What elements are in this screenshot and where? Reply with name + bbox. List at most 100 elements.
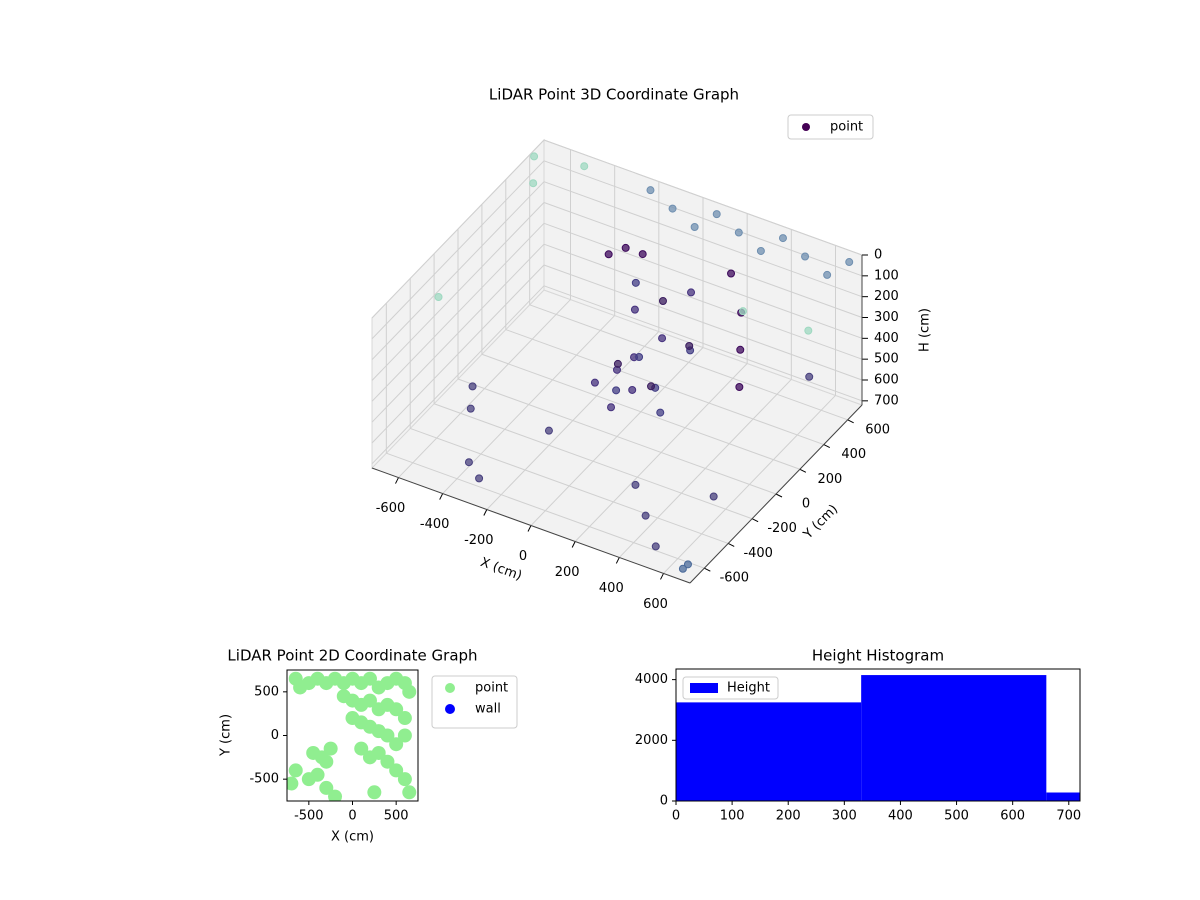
point (668, 204, 677, 213)
x-tick-label: 500 (944, 809, 969, 824)
x-tick-label: 0 (672, 809, 680, 824)
x-tick-label: -200 (464, 533, 494, 548)
point (468, 382, 477, 391)
tick-mark (660, 573, 664, 580)
y-tick-label: 200 (817, 472, 842, 487)
grid-line (371, 139, 545, 319)
legend-label: Height (727, 681, 770, 696)
tick-mark (395, 477, 399, 484)
grid-line (371, 160, 545, 340)
x-tick-label: 0 (519, 549, 527, 564)
point (288, 763, 303, 778)
grid-line (371, 243, 545, 423)
grid-line (371, 181, 545, 361)
x-tick-label: 600 (1000, 809, 1025, 824)
tick-mark (727, 542, 735, 547)
legend-marker (445, 704, 455, 714)
y-tick-label: 4000 (635, 672, 668, 687)
point (651, 542, 660, 551)
point (354, 741, 369, 756)
point (690, 222, 699, 231)
point (631, 278, 640, 287)
x-tick-label: 600 (643, 597, 668, 612)
point (638, 250, 647, 259)
grid-line (543, 139, 863, 256)
point (805, 372, 814, 381)
grid-line (371, 202, 545, 381)
x-axis-line (371, 467, 691, 584)
x-tick-label: -600 (376, 501, 406, 516)
point (687, 288, 696, 297)
point (323, 741, 338, 756)
point (362, 671, 377, 686)
point (380, 728, 395, 743)
tick-mark (751, 518, 759, 523)
point (801, 252, 810, 261)
point (371, 745, 386, 760)
point (658, 297, 667, 306)
point (736, 345, 745, 354)
y-tick-label: -400 (743, 546, 773, 561)
tick-mark (527, 525, 532, 532)
chart-title: Height Histogram (812, 647, 944, 665)
bar (861, 675, 1047, 801)
grid-line (505, 329, 824, 446)
x-tick-label: 400 (599, 581, 624, 596)
point (367, 785, 382, 800)
point (389, 737, 404, 752)
z-tick-label: 600 (874, 373, 899, 388)
point (612, 386, 621, 395)
point (466, 404, 475, 413)
grid-line (386, 452, 705, 569)
grid-line (481, 353, 801, 470)
grid-line (543, 222, 863, 339)
point (823, 270, 832, 279)
point (529, 179, 538, 188)
point (544, 426, 553, 435)
point (397, 711, 412, 726)
point (402, 785, 417, 800)
y-tick-label: -200 (767, 521, 797, 536)
grid-line (410, 427, 729, 544)
x-axis-label: X (cm) (331, 830, 374, 845)
legend-label: point (830, 120, 863, 135)
legend-box (682, 676, 779, 700)
point (647, 382, 656, 391)
x-tick-label: 0 (348, 809, 356, 824)
point (804, 326, 813, 335)
bar (1046, 792, 1080, 801)
bar (676, 702, 862, 801)
grid-line (543, 181, 863, 298)
point (402, 684, 417, 699)
point (734, 228, 743, 237)
y-tick-label: 0 (271, 728, 279, 743)
tick-mark (847, 419, 854, 424)
chart-title: LiDAR Point 3D Coordinate Graph (489, 86, 739, 104)
point (712, 210, 721, 219)
grid-line (371, 222, 545, 402)
tick-mark (799, 468, 807, 473)
z-tick-label: 0 (874, 248, 882, 263)
x-tick-label: 200 (555, 565, 580, 580)
point (319, 780, 334, 795)
point (580, 162, 589, 171)
point (658, 334, 667, 343)
x-tick-label: 300 (832, 809, 857, 824)
point (635, 352, 644, 361)
chart-title: LiDAR Point 2D Coordinate Graph (227, 647, 477, 665)
point (628, 385, 637, 394)
y-axis-label: Y (cm) (219, 714, 234, 757)
grid-line (543, 202, 863, 318)
point (319, 754, 334, 769)
y-axis-line (689, 404, 863, 584)
y-tick-label: 0 (660, 794, 668, 809)
point (656, 408, 665, 417)
point (590, 378, 599, 387)
point (613, 359, 622, 368)
point (685, 341, 694, 350)
y-tick-label: 2000 (635, 733, 668, 748)
x-tick-label: 500 (384, 809, 409, 824)
point (709, 492, 718, 501)
y-tick-label: 400 (841, 447, 866, 462)
